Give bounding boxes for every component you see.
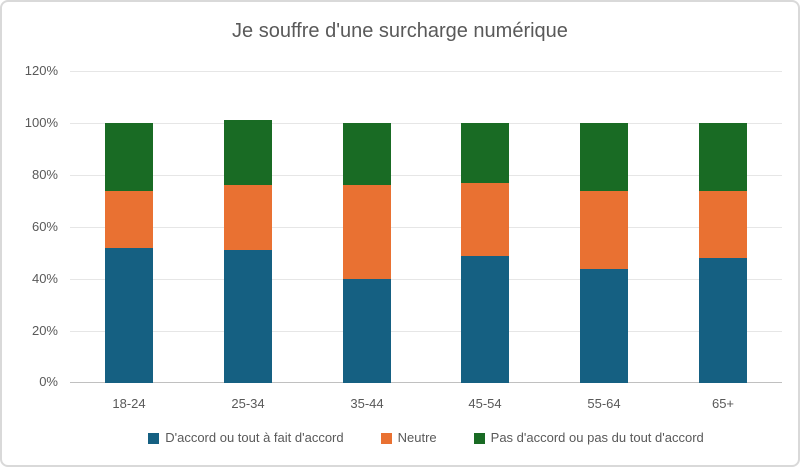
y-axis-tick-label: 0% xyxy=(39,374,58,389)
x-axis-label-35-44: 35-44 xyxy=(350,396,384,411)
plot-area: 0% 20% 40% 60% 80% 100% 120% xyxy=(25,63,782,389)
legend-item-series1: Neutre xyxy=(380,430,437,446)
bar-segment-series0-18-24 xyxy=(105,247,153,383)
bar-segment-series2-25-34 xyxy=(224,120,272,186)
bar-stack-18-24 xyxy=(105,123,153,383)
gridline xyxy=(70,123,782,124)
legend: D'accord ou tout à fait d'accord Neutre Pa… xyxy=(70,430,782,446)
bar-segment-series2-45-54 xyxy=(461,123,509,183)
bar-segment-series1-55-64 xyxy=(580,190,628,269)
gridline xyxy=(70,331,782,332)
y-axis-tick-label: 80% xyxy=(31,167,58,182)
legend-swatch-series2 xyxy=(473,432,485,444)
bar-stack-25-34 xyxy=(224,120,272,383)
bar-segment-series1-35-44 xyxy=(343,185,391,279)
y-axis-tick-label: 20% xyxy=(31,323,58,338)
x-axis-label-65+: 65+ xyxy=(711,396,735,411)
legend-label-series1: Neutre xyxy=(397,430,437,445)
bar-segment-series0-65+ xyxy=(699,258,747,383)
y-axis-tick-label: 40% xyxy=(31,271,58,286)
x-axis-label-18-24: 18-24 xyxy=(112,396,146,411)
x-axis: 18-24 25-34 35-44 45-54 55-64 65+ xyxy=(70,396,782,414)
bar-segment-series1-18-24 xyxy=(105,190,153,248)
gridline xyxy=(70,175,782,176)
bar-segment-series0-45-54 xyxy=(461,255,509,383)
legend-item-series0: D'accord ou tout à fait d'accord xyxy=(148,430,344,446)
gridline xyxy=(70,227,782,228)
bar-stack-55-64 xyxy=(580,123,628,383)
bar-segment-series1-65+ xyxy=(699,190,747,259)
legend-swatch-series1 xyxy=(380,432,392,444)
bar-segment-series1-45-54 xyxy=(461,182,509,256)
bar-stack-45-54 xyxy=(461,123,509,383)
gridline xyxy=(70,279,782,280)
bar-segment-series2-55-64 xyxy=(580,123,628,191)
x-axis-line xyxy=(70,382,782,383)
bar-segment-series0-55-64 xyxy=(580,268,628,383)
gridline xyxy=(70,71,782,72)
chart-title: Je souffre d'une surcharge numérique xyxy=(232,20,568,42)
bar-segment-series0-25-34 xyxy=(224,250,272,383)
x-axis-label-55-64: 55-64 xyxy=(587,396,621,411)
y-axis-tick-label: 60% xyxy=(31,219,58,234)
bar-segment-series0-35-44 xyxy=(343,279,391,383)
x-axis-label-45-54: 45-54 xyxy=(468,396,502,411)
legend-swatch-series0 xyxy=(148,432,160,444)
bar-segment-series2-65+ xyxy=(699,123,747,191)
y-axis-tick-label: 100% xyxy=(24,115,58,130)
bar-segment-series1-25-34 xyxy=(224,185,272,251)
bar-stack-35-44 xyxy=(343,123,391,383)
legend-label-series0: D'accord ou tout à fait d'accord xyxy=(165,430,344,445)
legend-label-series2: Pas d'accord ou pas du tout d'accord xyxy=(490,430,704,445)
bar-segment-series2-35-44 xyxy=(343,123,391,186)
bar-stack-65+ xyxy=(699,123,747,383)
x-axis-label-25-34: 25-34 xyxy=(231,396,265,411)
legend-item-series2: Pas d'accord ou pas du tout d'accord xyxy=(473,430,704,446)
y-axis-tick-label: 120% xyxy=(24,63,58,78)
bar-segment-series2-18-24 xyxy=(105,123,153,191)
